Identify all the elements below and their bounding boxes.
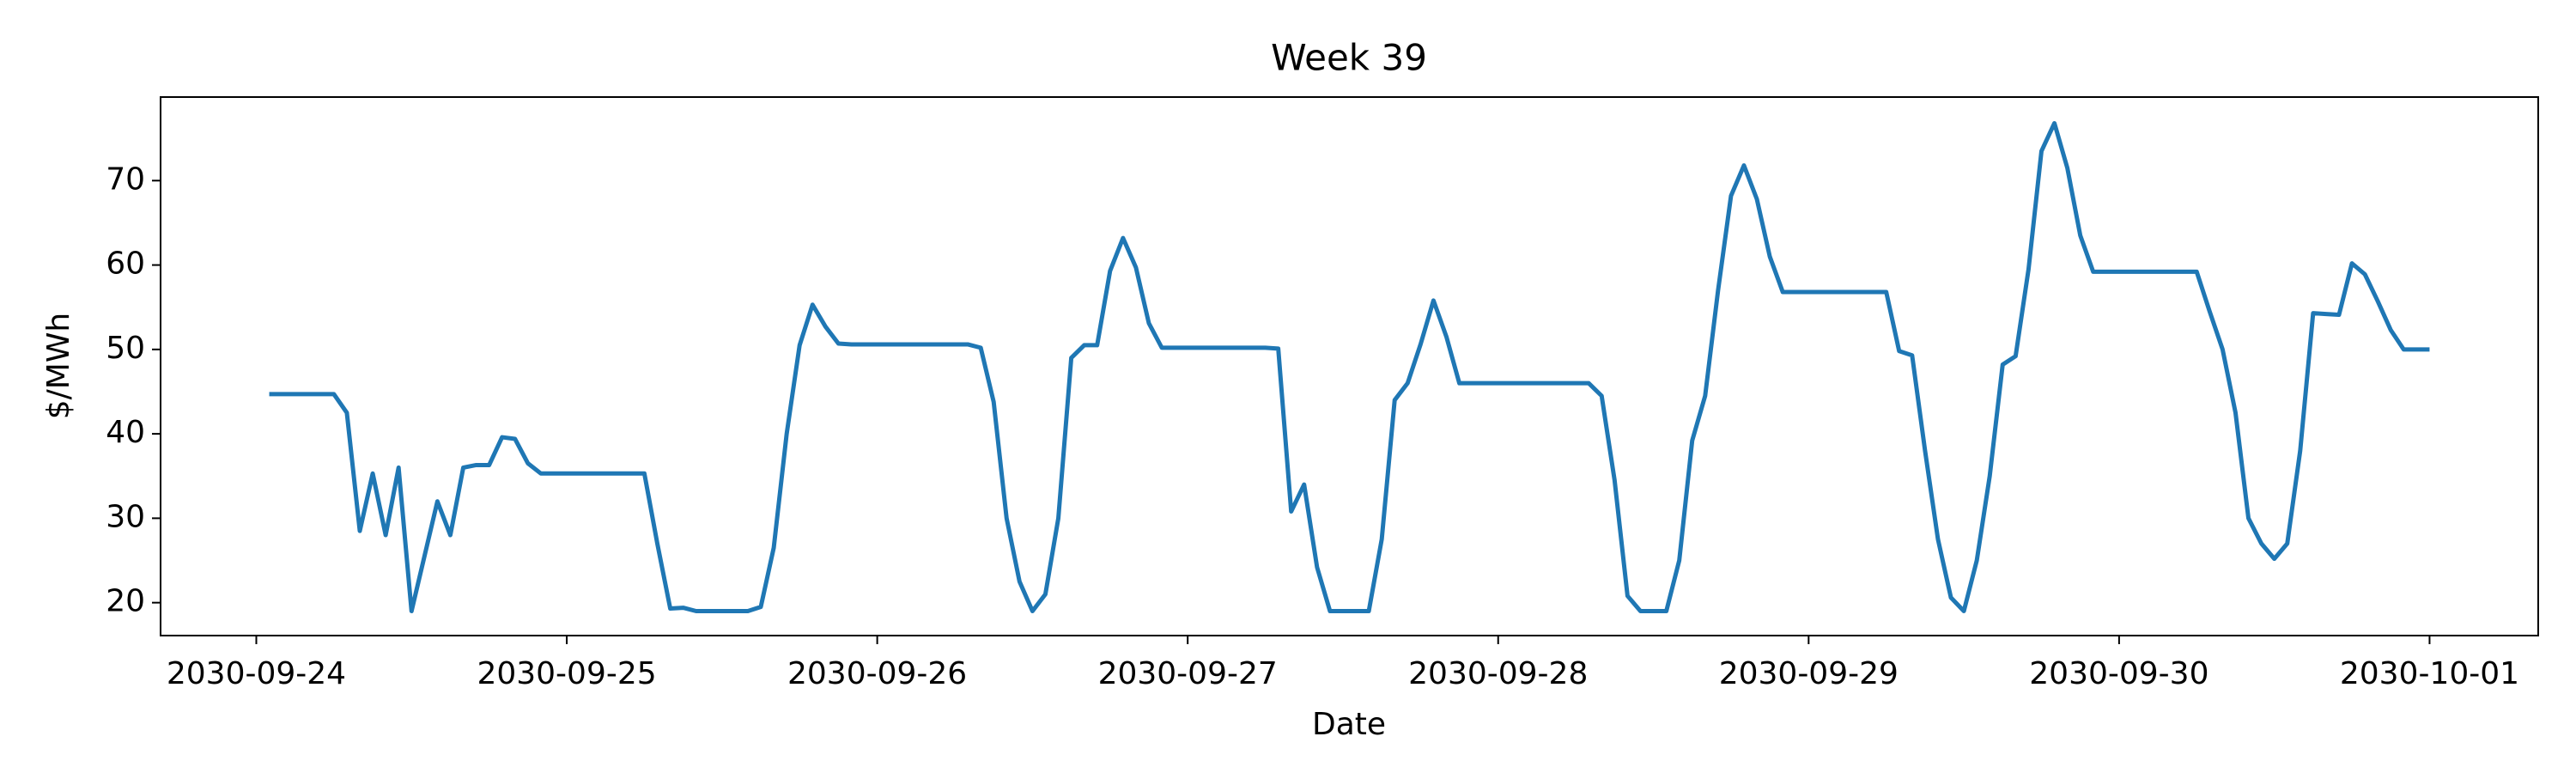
chart-title: Week 39	[1271, 37, 1427, 79]
x-tick-label: 2030-09-30	[2029, 656, 2208, 691]
x-tick-label: 2030-09-28	[1408, 656, 1588, 691]
x-tick-label: 2030-09-25	[477, 656, 656, 691]
y-tick-label: 50	[106, 331, 145, 366]
x-tick-label: 2030-09-26	[787, 656, 967, 691]
y-tick-label: 40	[106, 415, 145, 450]
y-tick-label: 30	[106, 499, 145, 534]
x-tick-label: 2030-09-29	[1719, 656, 1899, 691]
x-tick-label: 2030-10-01	[2340, 656, 2519, 691]
y-tick-label: 70	[106, 161, 145, 197]
x-tick-label: 2030-09-27	[1098, 656, 1278, 691]
y-tick-label: 20	[106, 584, 145, 619]
y-tick-label: 60	[106, 247, 145, 282]
x-axis-label: Date	[1312, 707, 1386, 742]
data-line	[269, 120, 2430, 613]
y-axis-label: $/MWh	[41, 313, 76, 420]
plot-frame	[160, 96, 2539, 636]
x-tick-label: 2030-09-24	[167, 656, 346, 691]
